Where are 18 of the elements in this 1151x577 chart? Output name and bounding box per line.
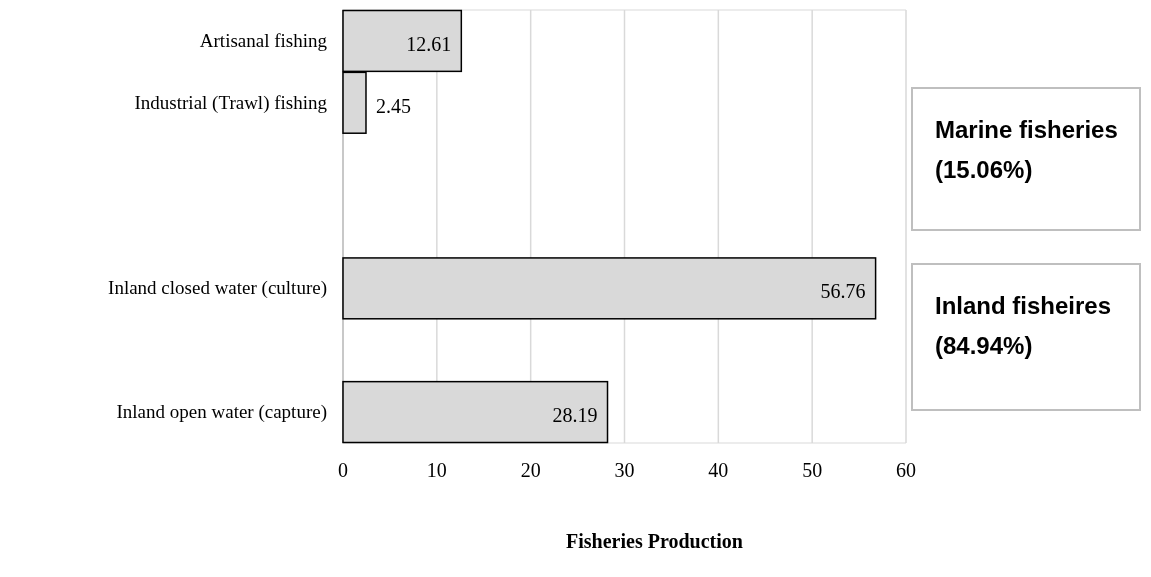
text: Inland fisheires (84.94%)	[935, 292, 1112, 359]
y-tick-label: Artisanal fishing	[199, 29, 328, 51]
x-axis-title: Fisheries Production	[566, 530, 743, 552]
text: Marine fisheries (15.06%)	[935, 116, 1118, 183]
x-tick-label: 10	[426, 459, 447, 481]
data-label: 2.45	[375, 94, 411, 117]
data-label: 12.61	[406, 32, 452, 55]
data-label: 28.19	[552, 404, 598, 427]
x-tick-label: 30	[614, 459, 635, 481]
data-label: 56.76	[820, 280, 866, 303]
y-tick-label: Inland closed water (culture)	[108, 277, 327, 300]
x-tick-label: 0	[338, 459, 348, 481]
y-tick-label: Industrial (Trawl) fishing	[134, 91, 328, 114]
x-tick-label: 40	[708, 459, 729, 481]
x-tick-label: 20	[520, 459, 541, 481]
x-tick-label: 60	[896, 459, 916, 481]
x-tick-label: 50	[802, 459, 823, 481]
y-tick-label: Inland open water (capture)	[116, 401, 327, 424]
